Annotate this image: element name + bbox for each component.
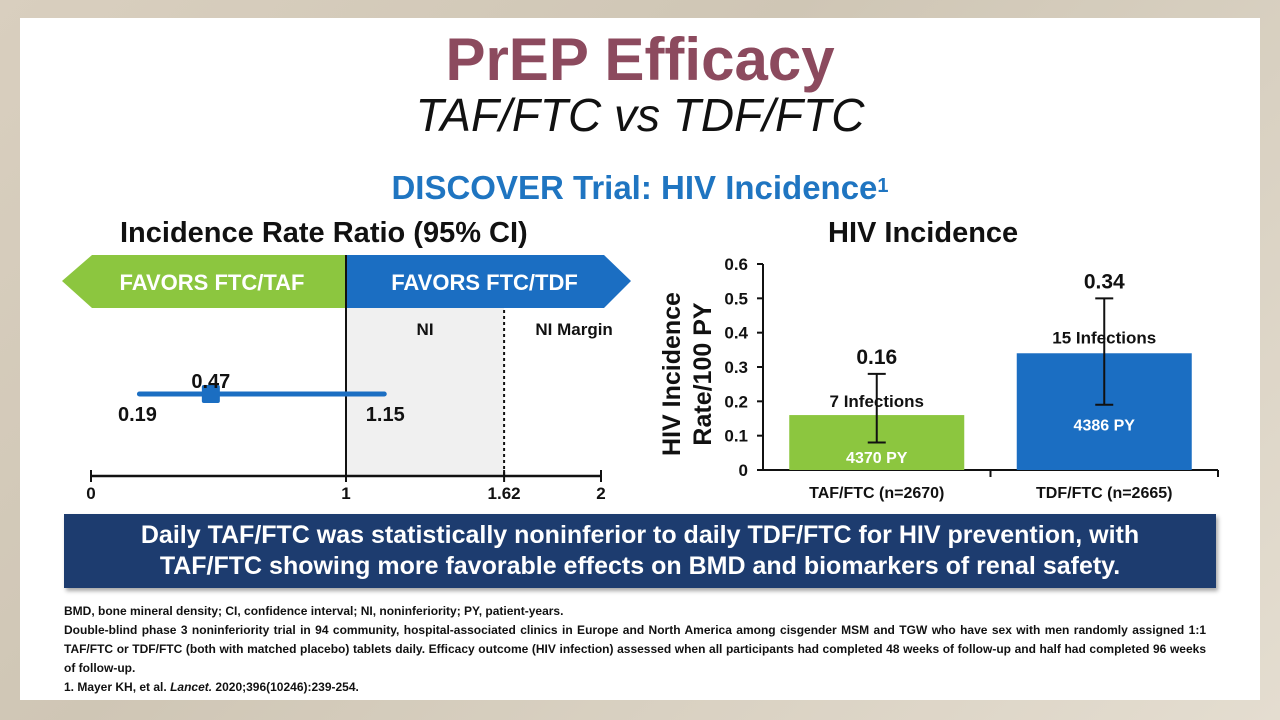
bar-value-label-1: 0.34 [1084,270,1125,293]
bar-ylabel-line-2: Rate/100 PY [689,302,717,445]
favors-left-label: FAVORS FTC/TAF [120,270,305,295]
bar-ylabel-line-1: HIV Incidence [658,292,686,456]
slide-title: PrEP Efficacy [445,26,835,93]
bar-y-tick-label-1: 0.1 [724,427,748,446]
conclusion-banner: Daily TAF/FTC was statistically noninfer… [64,514,1216,588]
bar-category-label-1: TDF/FTC (n=2665) [1036,485,1172,502]
forest-tick-label-1: 1 [341,484,350,503]
ci-low-label: 0.19 [118,404,157,426]
footnote-reference: 1. Mayer KH, et al. Lancet. 2020;396(102… [64,678,1206,697]
favors-right-arrow [346,255,631,308]
favors-right-label: FAVORS FTC/TDF [391,270,578,295]
bar-y-tick-label-6: 0.6 [724,255,748,274]
ni-region-label: NI [417,320,434,339]
footnotes: BMD, bone mineral density; CI, confidenc… [64,602,1206,697]
bar-y-tick-label-4: 0.4 [724,324,748,343]
bar-y-tick-label-2: 0.2 [724,392,748,411]
forest-tick-label-3: 2 [596,484,605,503]
point-estimate-label: 0.47 [191,371,230,393]
reference-citation: 2020;396(10246):239-254. [215,680,359,694]
conclusion-line-1: Daily TAF/FTC was statistically noninfer… [140,521,1140,549]
bar-value-label-0: 0.16 [856,346,897,369]
footnote-abbreviations: BMD, bone mineral density; CI, confidenc… [64,604,564,618]
conclusion-line-2: TAF/FTC showing more favorable effects o… [159,552,1121,580]
reference-journal: Lancet. [170,680,213,694]
bar-category-label-0: TAF/FTC (n=2670) [809,485,944,502]
trial-reference-superscript: 1 [877,175,889,197]
slide-subtitle: TAF/FTC vs TDF/FTC [415,89,865,141]
ci-high-label: 1.15 [366,404,405,426]
trial-heading-text: DISCOVER Trial: HIV Incidence [391,169,878,206]
bar-infections-label-0: 7 Infections [830,392,924,411]
favors-left-arrow [62,255,346,308]
trial-heading: DISCOVER Trial: HIV Incidence1 [0,168,1280,208]
forest-tick-label-0: 0 [86,484,95,503]
bar-y-tick-label-3: 0.3 [724,358,748,377]
bar-y-tick-label-0: 0 [739,461,748,480]
bar-y-tick-label-5: 0.5 [724,289,748,308]
forest-chart-title: Incidence Rate Ratio (95% CI) [120,217,528,249]
ni-margin-label: NI Margin [535,320,612,339]
bar-person-years-label-1: 4386 PY [1074,417,1136,434]
footnote-study-description: Double-blind phase 3 noninferiority tria… [64,623,1206,675]
forest-tick-label-2: 1.62 [488,484,521,503]
bar-chart-title: HIV Incidence [828,217,1019,249]
point-estimate-marker [201,385,220,403]
reference-authors: 1. Mayer KH, et al. [64,680,167,694]
bar-infections-label-1: 15 Infections [1052,328,1156,347]
bar-person-years-label-0: 4370 PY [846,450,908,467]
